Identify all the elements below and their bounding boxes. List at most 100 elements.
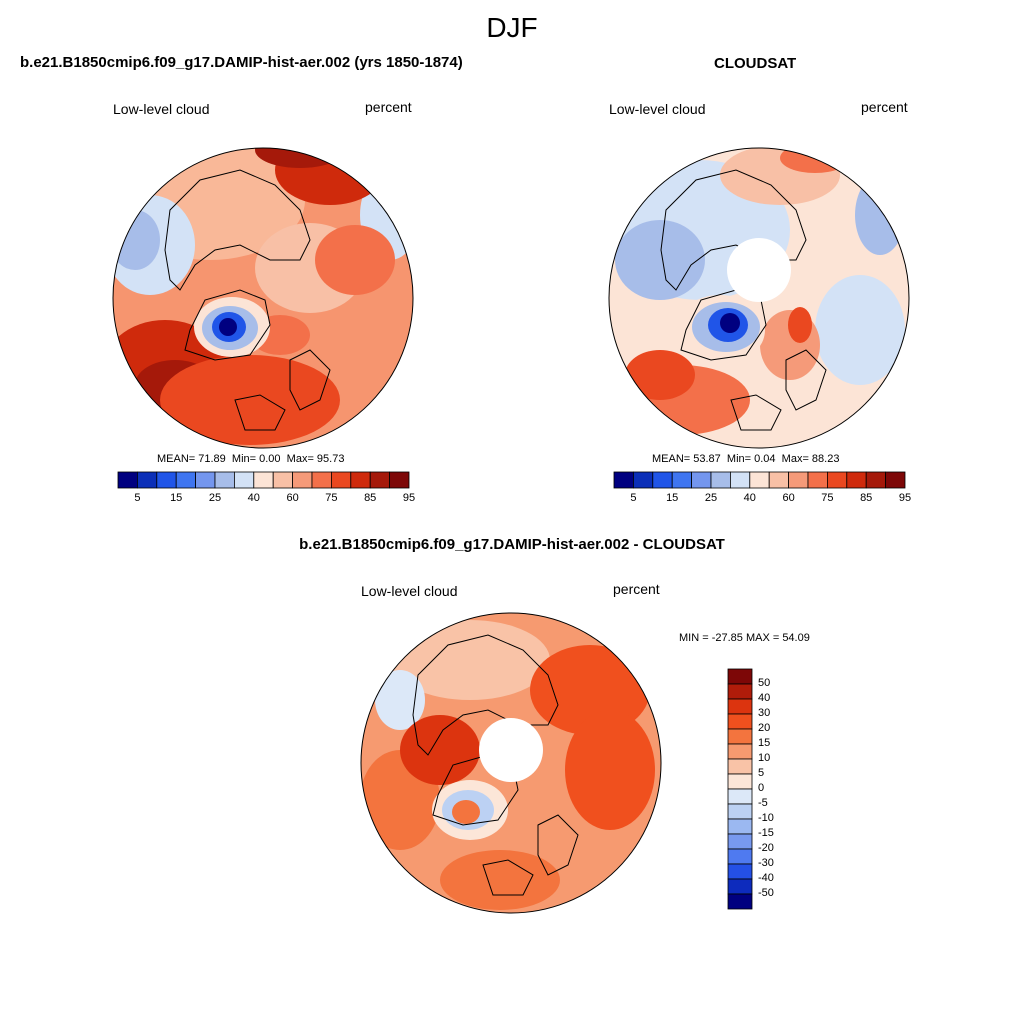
obs-colorbar-tick: 5 (630, 492, 637, 504)
diff-colorbar (727, 668, 753, 910)
obs-colorbar-box (671, 471, 693, 489)
diff-colorbar-tick: -10 (758, 812, 774, 824)
obs-colorbar-box (730, 471, 751, 489)
model-colorbar-box (330, 471, 352, 489)
model-colorbar-box (214, 471, 235, 489)
diff-colorbar-tick: -40 (758, 872, 774, 884)
obs-colorbar-tick: 60 (782, 492, 795, 504)
model-colorbar-box (253, 471, 274, 489)
obs-mean: MEAN= 53.87 (652, 453, 721, 465)
diff-colorbar-box (727, 713, 753, 730)
obs-colorbar-box (768, 471, 790, 489)
model-colorbar-box (311, 471, 332, 489)
obs-colorbar-box (691, 471, 712, 489)
diff-units-label: percent (613, 581, 660, 597)
model-colorbar-tick: 40 (247, 492, 260, 504)
model-colorbar-box (272, 471, 294, 489)
diff-minmax: MIN = -27.85 MAX = 54.09 (679, 632, 810, 644)
diff-colorbar-box (727, 683, 753, 700)
model-stats-line: MEAN= 71.89 Min= 0.00 Max= 95.73 (157, 453, 344, 465)
obs-colorbar-box (749, 471, 770, 489)
diff-colorbar-box (727, 728, 753, 745)
diff-colorbar-tick: 0 (758, 782, 765, 794)
diff-colorbar-box (727, 758, 753, 775)
diff-colorbar-tick: -50 (758, 887, 774, 899)
diff-colorbar-box (727, 878, 753, 895)
model-colorbar-box (195, 471, 216, 489)
obs-colorbar-box (633, 471, 654, 489)
model-map-border (112, 147, 414, 449)
model-colorbar-box (136, 471, 158, 489)
obs-max: Max= 88.23 (781, 453, 840, 465)
diff-colorbar-tick: 10 (758, 752, 771, 764)
obs-colorbar-tick: 25 (704, 492, 718, 504)
model-colorbar-box (175, 471, 196, 489)
obs-colorbar-tick: 75 (821, 492, 834, 504)
obs-colorbar-tick: 15 (666, 492, 679, 504)
obs-colorbar-box (885, 471, 906, 489)
diff-map (361, 613, 661, 913)
model-colorbar-box (156, 471, 177, 489)
model-colorbar-tick: 75 (325, 492, 338, 504)
obs-units-label: percent (861, 99, 908, 115)
diff-colorbar-tick: 50 (758, 677, 771, 689)
diff-colorbar-box (727, 863, 753, 880)
model-colorbar-tick: 95 (402, 492, 416, 504)
obs-colorbar-box (807, 471, 828, 489)
model-colorbar-box (233, 471, 255, 489)
model-colorbar-box (389, 471, 410, 489)
obs-colorbar-box (710, 471, 731, 489)
diff-colorbar-box (727, 848, 753, 865)
model-colorbar-tick: 60 (286, 492, 299, 504)
model-variable-label: Low-level cloud (113, 101, 210, 117)
obs-colorbar-tick: 40 (743, 492, 756, 504)
obs-pole-hole (727, 238, 791, 302)
diff-colorbar-box (727, 743, 753, 760)
diff-colorbar-tick: -15 (758, 827, 774, 839)
model-colorbar-tick: 25 (208, 492, 222, 504)
obs-stats-line: MEAN= 53.87 Min= 0.04 Max= 88.23 (652, 453, 839, 465)
obs-colorbar-tick: 95 (898, 492, 912, 504)
model-units-label: percent (365, 99, 412, 115)
model-panel-title: b.e21.B1850cmip6.f09_g17.DAMIP-hist-aer.… (20, 54, 463, 71)
obs-colorbar-tick: 85 (860, 492, 873, 504)
diff-colorbar-tick: 20 (758, 722, 771, 734)
model-colorbar-box (369, 471, 391, 489)
model-colorbar-tick: 15 (170, 492, 183, 504)
obs-min: Min= 0.04 (726, 453, 776, 465)
diff-colorbar-box (727, 833, 753, 850)
obs-map-border (608, 147, 910, 449)
diff-panel-title: b.e21.B1850cmip6.f09_g17.DAMIP-hist-aer.… (299, 536, 725, 553)
diff-colorbar-box (727, 818, 753, 835)
model-max: Max= 95.73 (286, 453, 345, 465)
model-mean: MEAN= 71.89 (157, 453, 226, 465)
diff-colorbar-box (727, 773, 753, 790)
diff-colorbar-tick: 5 (758, 767, 765, 779)
diff-map-border (360, 612, 662, 914)
obs-colorbar (613, 471, 906, 489)
obs-colorbar-box (613, 471, 634, 489)
obs-colorbar-box (827, 471, 848, 489)
diff-colorbar-box (727, 893, 753, 910)
diff-colorbar-tick: -20 (758, 842, 774, 854)
model-min: Min= 0.00 (231, 453, 281, 465)
figure-title: DJF (486, 12, 538, 43)
model-colorbar-tick: 85 (364, 492, 377, 504)
model-colorbar-box (292, 471, 313, 489)
diff-colorbar-tick: -30 (758, 857, 774, 869)
model-colorbar-box (350, 471, 371, 489)
model-colorbar-tick: 5 (134, 492, 141, 504)
diff-variable-label: Low-level cloud (361, 583, 458, 599)
obs-colorbar-box (865, 471, 887, 489)
diff-colorbar-tick: 15 (758, 737, 771, 749)
obs-colorbar-box (846, 471, 867, 489)
obs-variable-label: Low-level cloud (609, 101, 706, 117)
model-colorbar (117, 471, 410, 489)
diff-colorbar-box (727, 668, 753, 685)
obs-panel-title: CLOUDSAT (714, 55, 797, 72)
diff-colorbar-tick: 30 (758, 707, 771, 719)
obs-colorbar-box (788, 471, 809, 489)
diff-colorbar-box (727, 698, 753, 715)
diff-colorbar-tick: 40 (758, 692, 771, 704)
